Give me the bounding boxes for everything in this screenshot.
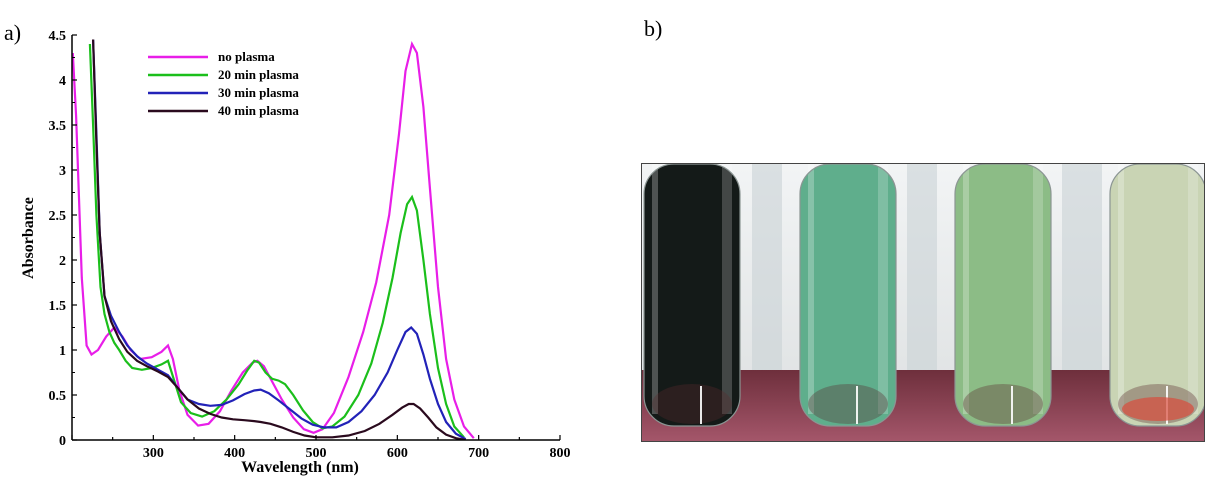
test-tubes-photo bbox=[641, 163, 1205, 442]
tube-highlight bbox=[652, 164, 658, 414]
test-tube-1 bbox=[643, 164, 741, 427]
y-tick-label: 1.5 bbox=[49, 299, 67, 314]
y-tick-label: 0.5 bbox=[49, 389, 67, 404]
tube-highlight bbox=[808, 164, 814, 414]
series-layer bbox=[72, 39, 475, 440]
x-tick-label: 600 bbox=[387, 446, 408, 461]
tube-liquid bbox=[800, 164, 896, 426]
tube-bottom-reflection bbox=[963, 384, 1043, 424]
tubes-photo-svg bbox=[642, 164, 1204, 441]
y-axis-label: Absorbance bbox=[20, 197, 37, 279]
series-line-4 bbox=[92, 39, 466, 440]
x-tick-label: 400 bbox=[224, 446, 245, 461]
axes-layer: 0 0.5 1 1.5 2 2.5 3 3.5 4 4.5 300 400 500 600 700 800 bbox=[49, 29, 571, 461]
series-line-3 bbox=[92, 39, 467, 440]
tube-glint bbox=[856, 386, 858, 424]
x-tick-label: 500 bbox=[306, 446, 327, 461]
tube-highlight bbox=[963, 164, 969, 414]
tube-highlight bbox=[1188, 164, 1198, 414]
tube-glint bbox=[1011, 386, 1013, 424]
legend-label: no plasma bbox=[218, 49, 275, 64]
test-tube-4 bbox=[1109, 164, 1204, 427]
tube-bottom-reflection bbox=[652, 384, 732, 424]
tubes-layer bbox=[643, 164, 1204, 427]
test-tube-3 bbox=[954, 164, 1052, 427]
y-tick-label: 1 bbox=[59, 344, 66, 359]
tube-highlight bbox=[878, 164, 888, 414]
y-tick-label: 4.5 bbox=[49, 29, 67, 44]
x-axis-label: Wavelength (nm) bbox=[241, 459, 359, 476]
tube-bottom-reflection bbox=[808, 384, 888, 424]
tube-outline bbox=[954, 164, 1052, 427]
tube-highlight bbox=[722, 164, 732, 414]
legend-label: 40 min plasma bbox=[218, 103, 299, 118]
y-tick-label: 3 bbox=[59, 164, 66, 179]
y-tick-label: 2.5 bbox=[49, 209, 67, 224]
series-line-2 bbox=[88, 43, 465, 439]
y-tick-label: 4 bbox=[59, 74, 66, 89]
x-tick-label: 800 bbox=[550, 446, 571, 461]
x-tick-label: 700 bbox=[468, 446, 489, 461]
tube-highlight bbox=[1033, 164, 1043, 414]
legend-label: 30 min plasma bbox=[218, 85, 299, 100]
chart-svg: 0 0.5 1 1.5 2 2.5 3 3.5 4 4.5 300 400 500 600 700 800 n… bbox=[20, 29, 571, 476]
panel-label-b: b) bbox=[644, 16, 663, 41]
x-tick-label: 300 bbox=[143, 446, 164, 461]
tube-liquid bbox=[1110, 164, 1204, 426]
tube-liquid bbox=[644, 164, 740, 426]
red-residue bbox=[1122, 397, 1194, 421]
test-tube-2 bbox=[799, 164, 897, 427]
tube-glint bbox=[700, 386, 702, 424]
panel-label-a: a) bbox=[4, 20, 22, 45]
tube-liquid bbox=[955, 164, 1051, 426]
tube-highlight bbox=[1118, 164, 1124, 414]
legend-label: 20 min plasma bbox=[218, 67, 299, 82]
legend: no plasma 20 min plasma 30 min plasma 40 mi… bbox=[148, 49, 299, 118]
y-tick-label: 0 bbox=[59, 434, 66, 449]
tube-outline bbox=[643, 164, 741, 427]
tube-outline bbox=[799, 164, 897, 427]
absorbance-chart: 0 0.5 1 1.5 2 2.5 3 3.5 4 4.5 300 400 500 600 700 800 n… bbox=[0, 0, 600, 477]
tube-outline bbox=[1109, 164, 1204, 427]
y-tick-label: 3.5 bbox=[49, 119, 67, 134]
y-tick-label: 2 bbox=[59, 254, 66, 269]
